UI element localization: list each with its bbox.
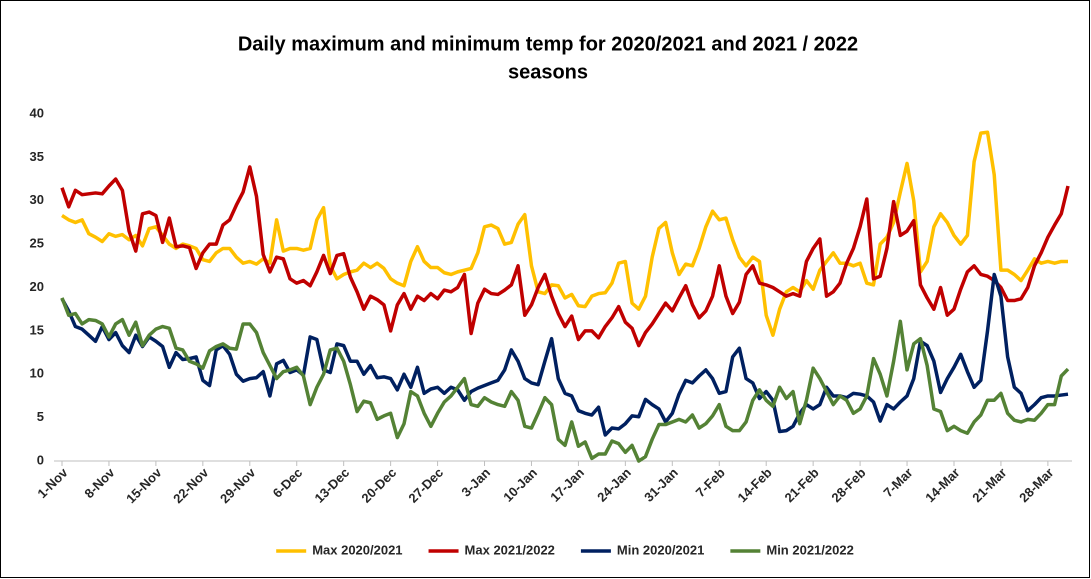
series-line <box>60 272 1069 437</box>
y-tick-label: 35 <box>30 149 44 164</box>
y-tick-label: 10 <box>30 366 44 381</box>
y-tick-label: 30 <box>30 192 44 207</box>
series-line <box>60 165 1070 348</box>
y-tick-label: 5 <box>37 409 44 424</box>
series-line <box>61 130 1068 337</box>
y-tick-label: 0 <box>37 452 44 467</box>
series-line <box>60 297 1070 463</box>
y-tick-label: 15 <box>30 322 44 337</box>
chart-subtitle: seasons <box>508 61 588 83</box>
legend-label: Max 2020/2021 <box>312 542 402 557</box>
chart-title: Daily maximum and minimum temp for 2020/… <box>238 33 858 55</box>
y-tick-label: 20 <box>30 279 44 294</box>
legend-label: Min 2020/2021 <box>617 542 704 557</box>
legend-label: Max 2021/2022 <box>465 542 555 557</box>
y-tick-label: 40 <box>30 105 44 120</box>
y-tick-label: 25 <box>30 236 44 251</box>
legend-label: Min 2021/2022 <box>766 542 853 557</box>
